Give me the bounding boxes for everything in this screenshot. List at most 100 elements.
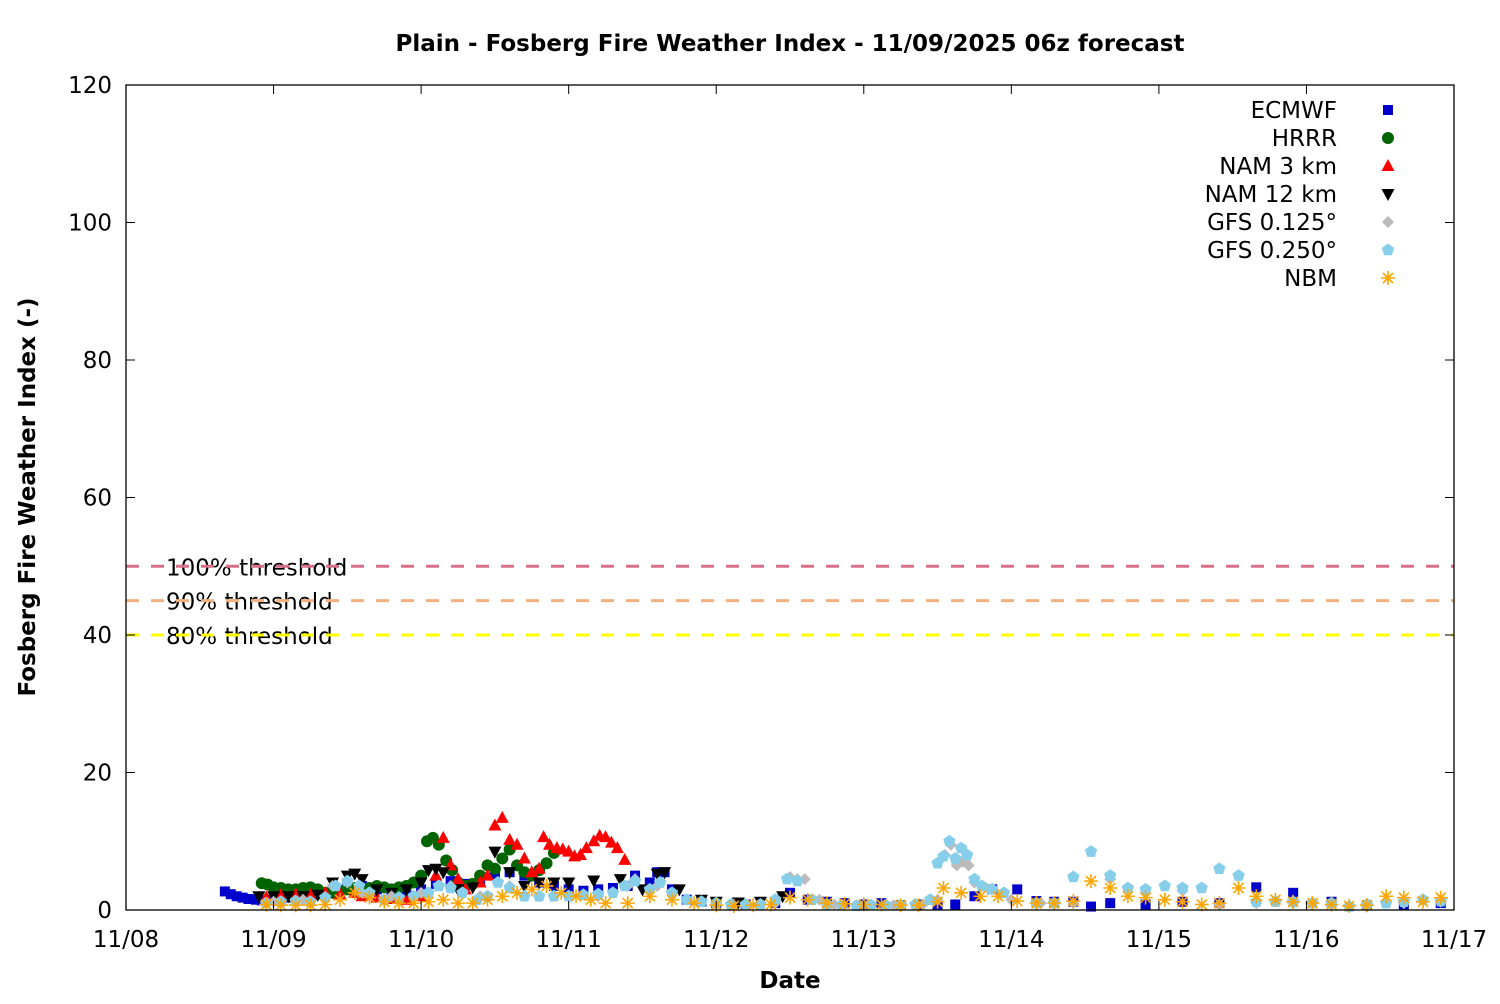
- data-point: [488, 818, 502, 831]
- data-point: [954, 885, 969, 900]
- data-point: [642, 889, 657, 904]
- x-tick-label: 11/17: [1421, 927, 1487, 953]
- data-point: [726, 898, 741, 913]
- data-point: [432, 879, 445, 892]
- data-point: [780, 872, 794, 885]
- data-point: [219, 886, 230, 897]
- data-point: [1084, 874, 1099, 889]
- data-point: [943, 834, 956, 847]
- x-tick-label: 11/08: [93, 927, 159, 953]
- y-tick-label: 0: [97, 898, 112, 924]
- data-point: [1268, 892, 1283, 907]
- data-point: [954, 841, 968, 854]
- x-tick-label: 11/11: [536, 927, 602, 953]
- y-tick-label: 20: [83, 761, 112, 787]
- legend-label: NAM 3 km: [1219, 154, 1337, 180]
- data-point: [1286, 894, 1301, 909]
- data-point: [288, 898, 303, 913]
- data-point: [362, 890, 377, 905]
- x-tick-label: 11/14: [978, 927, 1044, 953]
- data-point: [991, 889, 1006, 904]
- data-point: [348, 868, 362, 881]
- data-point: [524, 882, 539, 897]
- data-point: [1249, 889, 1264, 904]
- data-point: [1194, 897, 1209, 912]
- x-tick-label: 11/13: [831, 927, 897, 953]
- data-point: [525, 865, 539, 878]
- data-point: [318, 897, 333, 912]
- data-point: [503, 881, 516, 894]
- data-point: [644, 877, 655, 888]
- x-tick-label: 11/10: [388, 927, 454, 953]
- data-point: [237, 892, 248, 903]
- data-point: [1066, 894, 1081, 909]
- threshold-label: 90% threshold: [166, 590, 333, 616]
- data-point: [864, 898, 878, 911]
- data-point: [540, 857, 553, 870]
- data-point: [243, 894, 254, 904]
- data-point: [1104, 869, 1117, 881]
- data-point: [456, 886, 469, 899]
- data-point: [800, 892, 815, 907]
- data-point: [399, 884, 413, 897]
- data-point: [1047, 896, 1062, 911]
- data-point: [547, 877, 561, 890]
- data-point: [451, 872, 465, 885]
- data-point: [1005, 893, 1018, 906]
- threshold-label: 100% threshold: [166, 555, 347, 581]
- axes: 0 20 40 60 80 100 120 11/08 11/09 11/10 11/11 11/12…: [68, 73, 1487, 953]
- data-point: [937, 849, 950, 862]
- data-point: [465, 896, 480, 911]
- data-point: [1416, 894, 1431, 909]
- data-point: [949, 851, 962, 864]
- data-point: [1288, 887, 1299, 898]
- data-point: [377, 894, 392, 909]
- y-axis-label: Fosberg Fire Weather Index (-): [15, 297, 41, 696]
- data-point: [1105, 898, 1116, 909]
- data-point: [539, 878, 554, 893]
- data-point: [1103, 881, 1118, 895]
- data-point: [763, 897, 778, 912]
- x-tick-label: 11/09: [240, 927, 306, 953]
- data-point: [429, 863, 443, 876]
- data-point: [973, 889, 988, 904]
- series-nbm: [259, 874, 1448, 913]
- legend-marker: [1381, 159, 1395, 171]
- data-point: [1359, 898, 1374, 913]
- data-point: [936, 881, 951, 895]
- data-point: [554, 885, 569, 900]
- data-point: [791, 874, 804, 887]
- data-point: [930, 894, 945, 909]
- legend-label: NAM 12 km: [1205, 182, 1337, 208]
- data-point: [1433, 890, 1448, 905]
- x-tick-label: 11/15: [1126, 927, 1192, 953]
- data-point: [1121, 881, 1135, 894]
- data-point: [569, 889, 584, 904]
- data-point: [598, 896, 613, 911]
- legend-label: NBM: [1284, 266, 1337, 292]
- data-point: [517, 851, 531, 864]
- data-point: [510, 885, 525, 900]
- data-point: [422, 886, 435, 899]
- data-point: [488, 862, 501, 875]
- data-point: [620, 896, 635, 911]
- data-point: [1212, 896, 1227, 911]
- data-point: [436, 830, 450, 843]
- data-point: [1251, 882, 1262, 893]
- plot-frame: [125, 84, 1455, 911]
- y-tick-label: 80: [83, 348, 112, 374]
- data-point: [332, 892, 347, 907]
- data-point: [1157, 892, 1172, 907]
- data-point: [968, 872, 981, 885]
- data-point: [1324, 897, 1339, 912]
- data-point: [480, 892, 495, 907]
- y-tick-label: 60: [83, 486, 112, 512]
- data-point: [273, 898, 288, 913]
- data-point: [672, 884, 686, 897]
- data-point: [231, 891, 242, 902]
- data-point: [488, 846, 502, 859]
- data-point: [274, 887, 288, 900]
- threshold-label: 80% threshold: [166, 624, 333, 650]
- data-point: [1396, 890, 1411, 905]
- data-point: [985, 882, 999, 895]
